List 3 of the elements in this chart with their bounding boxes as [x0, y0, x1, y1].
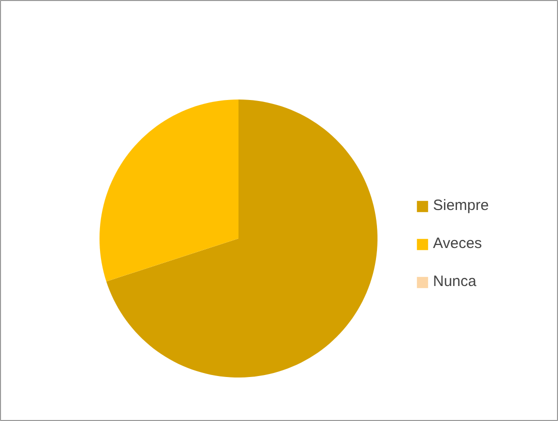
legend-label: Siempre: [433, 197, 489, 214]
legend-label: Aveces: [433, 235, 482, 252]
legend-label: Nunca: [433, 273, 476, 290]
